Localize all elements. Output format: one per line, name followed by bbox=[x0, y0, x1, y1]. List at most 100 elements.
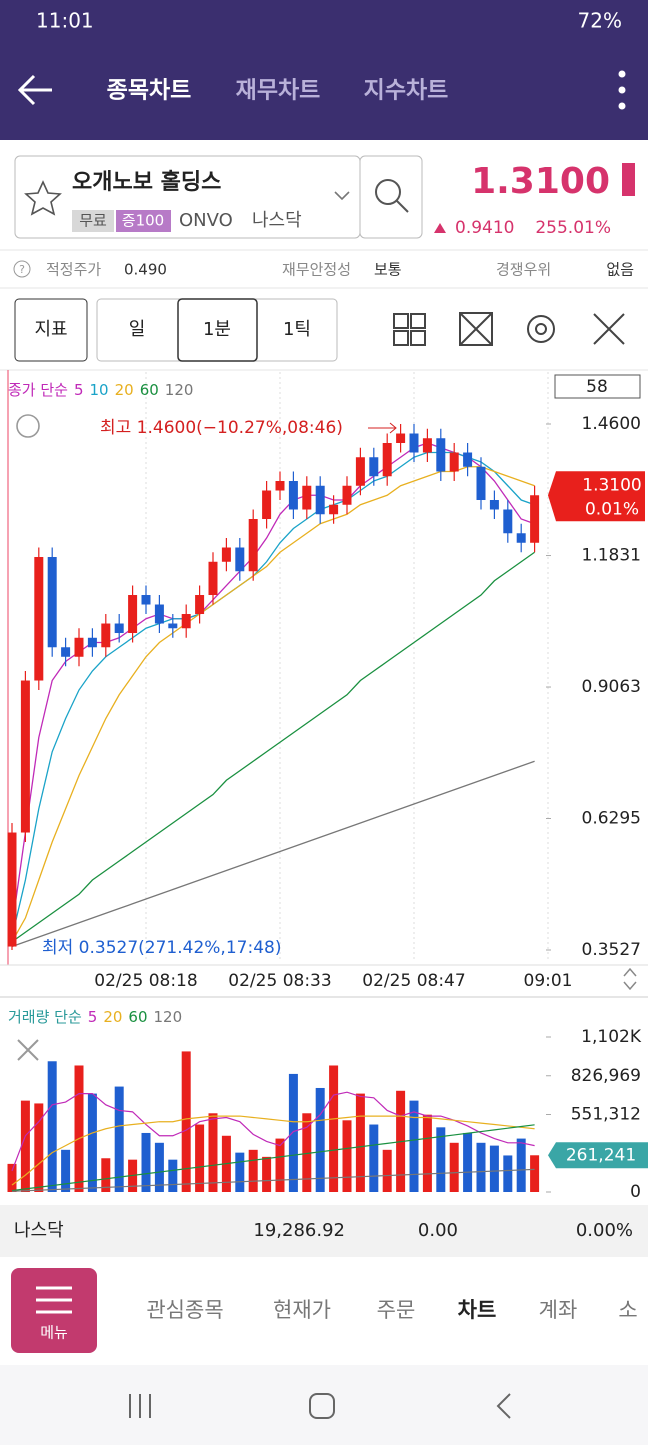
volume-bar bbox=[195, 1124, 205, 1192]
current-tag bbox=[548, 471, 645, 522]
ticker-market: 나스닥 bbox=[14, 1220, 64, 1241]
volume-bar bbox=[503, 1155, 513, 1192]
x-tick-label: 02/25 08:47 bbox=[362, 971, 465, 991]
volume-bar bbox=[168, 1159, 178, 1192]
volume-bar bbox=[87, 1093, 97, 1192]
period[interactable]: 일 bbox=[129, 319, 146, 340]
volume-bar bbox=[436, 1127, 446, 1192]
legend: 종가 단순 5 10 20 60 120 bbox=[8, 381, 193, 399]
y-tick-label: 0 bbox=[630, 1182, 641, 1202]
current-price: 1.3100 bbox=[582, 475, 641, 495]
volume-bar bbox=[302, 1113, 312, 1192]
y-tick-label: 1,102K bbox=[581, 1027, 642, 1047]
tab[interactable]: 재무차트 bbox=[236, 78, 321, 104]
candle-body bbox=[128, 595, 138, 634]
volume-bar bbox=[369, 1124, 379, 1192]
period[interactable]: 1틱 bbox=[283, 319, 311, 340]
more-button[interactable] bbox=[618, 70, 626, 110]
tab[interactable]: 지수차트 bbox=[364, 78, 449, 104]
nav-item[interactable]: 소 bbox=[618, 1298, 637, 1322]
stock-price: 1.3100 bbox=[471, 161, 610, 202]
candle-body bbox=[302, 485, 312, 510]
y-tick-label: 551,312 bbox=[571, 1105, 641, 1125]
zoom-icon[interactable] bbox=[16, 414, 40, 438]
volume-bar bbox=[235, 1152, 245, 1192]
candle-body bbox=[34, 557, 44, 681]
favorite-star[interactable] bbox=[24, 180, 62, 216]
system-nav bbox=[0, 1365, 648, 1445]
candle-body bbox=[221, 547, 231, 562]
candle-body bbox=[489, 500, 499, 510]
nav-item[interactable]: 계좌 bbox=[539, 1298, 578, 1322]
volume-bar bbox=[181, 1051, 191, 1192]
volume-ma-line bbox=[11, 1124, 535, 1192]
volume-bar bbox=[101, 1158, 111, 1192]
y-tick-label: 826,969 bbox=[571, 1066, 641, 1086]
volume-bar bbox=[74, 1065, 84, 1192]
nav-item[interactable]: 관심종목 bbox=[146, 1298, 223, 1322]
back-button[interactable] bbox=[17, 74, 52, 106]
ticker-bg bbox=[0, 1205, 648, 1257]
nav-item[interactable]: 현재가 bbox=[273, 1298, 331, 1322]
search-button[interactable] bbox=[359, 155, 423, 239]
candle-body bbox=[101, 623, 111, 648]
help-icon: ? bbox=[19, 263, 25, 276]
y-tick-label: 1.1831 bbox=[582, 546, 641, 566]
count-box bbox=[554, 374, 641, 399]
volume-bar bbox=[382, 1149, 392, 1192]
nav-item[interactable]: 차트 bbox=[458, 1298, 497, 1322]
legend: 거래량 단순 5 20 60 120 bbox=[8, 1008, 182, 1026]
close-icon[interactable] bbox=[17, 1039, 39, 1061]
volume-bar bbox=[449, 1142, 459, 1192]
tag-bg bbox=[72, 210, 114, 232]
candle-body bbox=[61, 647, 71, 657]
stock-change: 0.9410 bbox=[455, 218, 514, 238]
candle-body bbox=[154, 604, 164, 624]
candle-body bbox=[342, 485, 352, 505]
count: 58 bbox=[586, 377, 608, 397]
volume-bar bbox=[342, 1120, 352, 1192]
candle-body bbox=[47, 557, 57, 648]
candle-body bbox=[530, 495, 540, 543]
candle-body bbox=[168, 623, 178, 629]
legend-item: 10 bbox=[90, 381, 109, 399]
legend-item: 120 bbox=[165, 381, 194, 399]
y-tick-label: 0.3527 bbox=[582, 940, 641, 960]
ma-line bbox=[11, 451, 535, 938]
volume-bar bbox=[262, 1156, 272, 1192]
volume-bar bbox=[208, 1113, 218, 1192]
current-tag bbox=[548, 1142, 648, 1169]
volume-bar bbox=[463, 1132, 473, 1192]
up-arrow bbox=[434, 223, 446, 233]
volume-bar bbox=[476, 1142, 486, 1192]
volume-bar bbox=[409, 1100, 419, 1192]
legend-title: 종가 단순 bbox=[8, 381, 68, 399]
volume-bar bbox=[288, 1073, 298, 1192]
ticker-index: 19,286.92 bbox=[253, 1220, 345, 1241]
indicator-button[interactable] bbox=[14, 298, 88, 362]
candle-body bbox=[74, 637, 84, 657]
candle-body bbox=[503, 509, 513, 534]
volume-bar bbox=[530, 1155, 540, 1192]
period[interactable]: 1분 bbox=[203, 319, 231, 340]
scroll-icon[interactable] bbox=[623, 967, 637, 991]
candle-body bbox=[476, 466, 486, 501]
current-volume: 261,241 bbox=[566, 1145, 636, 1165]
tab[interactable]: 종목차트 bbox=[107, 78, 192, 104]
volume-bar bbox=[329, 1065, 339, 1192]
toolbar-icons[interactable] bbox=[393, 312, 625, 346]
legend-item: 60 bbox=[128, 1008, 147, 1026]
volume-ma-line bbox=[11, 1115, 535, 1186]
nav-item[interactable]: 주문 bbox=[377, 1298, 416, 1322]
legend-item: 20 bbox=[103, 1008, 122, 1026]
status-battery: 72% bbox=[578, 9, 622, 33]
help-icon[interactable] bbox=[13, 260, 31, 278]
candle-body bbox=[355, 457, 365, 486]
candle-body bbox=[449, 452, 459, 472]
stock-change-pct: 255.01% bbox=[535, 218, 611, 238]
dropdown-icon bbox=[334, 191, 350, 201]
system-buttons[interactable] bbox=[129, 1393, 511, 1419]
search-icon bbox=[375, 179, 401, 205]
search-icon bbox=[396, 200, 409, 213]
y-tick-label: 0.9063 bbox=[582, 677, 641, 697]
